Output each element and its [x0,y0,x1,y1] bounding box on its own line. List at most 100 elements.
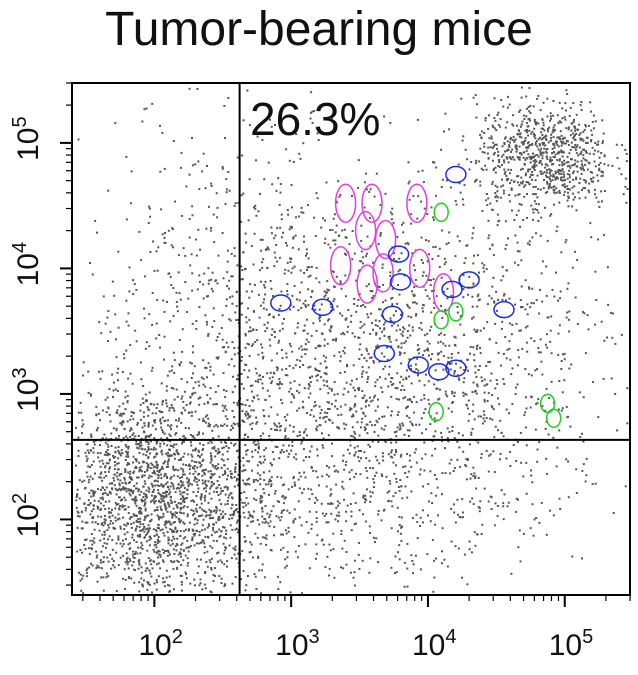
data-point [104,398,107,401]
data-point [115,475,118,478]
data-point [337,180,340,183]
data-point [265,543,268,546]
data-point [123,533,126,536]
data-point [367,316,370,319]
data-point [126,531,129,534]
data-point [284,566,287,569]
data-point [263,284,266,287]
data-point [563,142,566,145]
data-point [200,376,203,379]
data-point [552,188,555,191]
data-point [372,328,374,331]
data-point [166,490,169,493]
data-point [225,408,228,411]
data-point [127,451,129,454]
data-point [154,508,157,511]
data-point [114,487,117,490]
data-point [163,502,166,505]
data-point [153,496,156,499]
data-point [536,97,539,100]
data-point [463,262,466,264]
data-point [462,333,465,336]
data-point [194,532,197,535]
data-point [161,484,163,487]
data-point [261,238,264,241]
data-point [563,116,566,119]
data-point [220,424,222,427]
data-point [79,579,82,582]
data-point [474,477,477,480]
data-point [480,456,483,459]
data-point [211,271,214,274]
data-point [330,389,333,392]
data-point [560,179,563,181]
data-point [293,536,296,538]
data-point [414,314,417,317]
data-point [518,184,521,187]
data-point [362,256,365,259]
data-point [122,516,125,519]
data-point [603,163,606,166]
data-point [534,154,537,157]
data-point [152,240,154,243]
data-point [155,250,158,253]
data-point [208,205,210,208]
data-point [365,470,368,473]
data-point [531,156,534,159]
data-point [397,411,400,414]
data-point [278,329,281,332]
data-point [148,544,151,547]
data-point [529,176,532,179]
data-point [369,532,371,534]
data-point [495,290,498,293]
data-point [373,195,376,198]
data-point [139,535,142,538]
data-point [250,543,253,546]
data-point [158,485,161,487]
data-point [211,325,214,328]
data-point [172,512,175,515]
data-point [293,481,296,484]
data-point [147,425,150,428]
data-point [316,534,319,537]
data-point [299,269,302,272]
data-point [161,528,164,531]
data-point [303,430,306,433]
data-point [359,426,362,429]
data-point [209,476,212,479]
data-point [138,452,141,454]
data-point [255,478,258,481]
data-point [106,493,109,496]
data-point [582,396,585,399]
data-point [499,196,502,199]
data-point [182,512,185,515]
data-point [361,325,364,328]
data-point [410,213,413,216]
data-point [381,415,384,418]
data-point [397,284,399,286]
data-point [159,567,162,570]
data-point [428,253,430,256]
data-point [358,434,361,437]
data-point [144,517,147,520]
data-point [140,499,143,502]
data-point [122,486,125,489]
data-point [327,418,330,421]
data-point [223,446,225,449]
data-point [146,450,148,453]
data-point [143,474,146,477]
data-point [101,493,104,496]
data-point [206,323,208,326]
data-point [259,483,262,486]
data-point [244,414,247,417]
data-point [323,344,326,347]
data-point [154,529,157,532]
data-point [268,377,271,380]
data-point [566,177,569,180]
data-point [123,412,126,415]
data-point [514,138,517,141]
data-point [582,311,584,314]
data-point [216,480,219,482]
data-point [506,121,509,124]
data-point [384,377,387,380]
